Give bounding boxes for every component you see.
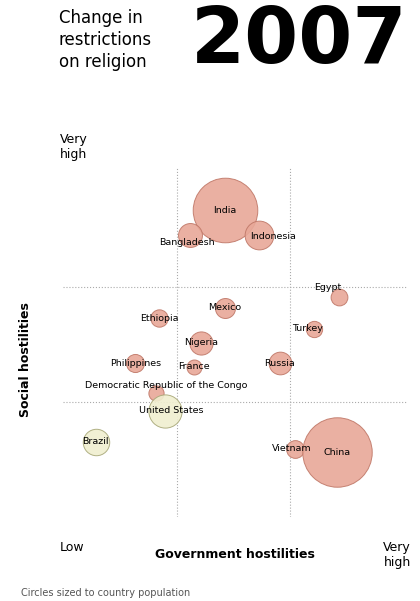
Text: United States: United States — [139, 406, 204, 415]
Text: Egypt: Egypt — [315, 283, 342, 292]
Text: Circles sized to country population: Circles sized to country population — [21, 588, 190, 598]
Text: Brazil: Brazil — [82, 438, 109, 447]
Text: France: France — [178, 362, 210, 371]
Text: Nigeria: Nigeria — [184, 338, 218, 347]
Text: Philippines: Philippines — [110, 359, 161, 368]
Point — [277, 359, 284, 368]
Point — [156, 313, 163, 323]
Point — [161, 406, 168, 415]
Text: Vietnam: Vietnam — [272, 444, 312, 453]
Point — [197, 338, 204, 347]
Text: Ethiopia: Ethiopia — [140, 314, 178, 323]
Text: Very
high: Very high — [60, 133, 87, 161]
Point — [132, 359, 139, 368]
Point — [221, 206, 228, 215]
Text: Indonesia: Indonesia — [250, 232, 296, 241]
Text: Change in
restrictions
on religion: Change in restrictions on religion — [59, 9, 152, 72]
Point — [333, 448, 340, 457]
Point — [191, 362, 197, 372]
Text: China: China — [323, 448, 350, 457]
Point — [311, 324, 318, 334]
Text: Bangladesh: Bangladesh — [159, 238, 215, 247]
Point — [256, 230, 262, 239]
Text: Russia: Russia — [265, 359, 295, 368]
Text: Mexico: Mexico — [208, 304, 241, 312]
Text: Low: Low — [60, 542, 84, 554]
Text: Social hostilities: Social hostilities — [18, 302, 32, 418]
Text: India: India — [213, 206, 236, 215]
Point — [221, 303, 228, 313]
Point — [152, 388, 159, 398]
Point — [292, 444, 299, 454]
Point — [335, 293, 342, 302]
Point — [187, 230, 194, 239]
Text: 2007: 2007 — [191, 3, 407, 79]
Text: Turkey: Turkey — [292, 324, 323, 333]
Text: Very
high: Very high — [383, 542, 411, 569]
Text: Government hostilities: Government hostilities — [155, 548, 315, 561]
Text: Democratic Republic of the Congo: Democratic Republic of the Congo — [85, 381, 247, 390]
Point — [92, 437, 99, 447]
